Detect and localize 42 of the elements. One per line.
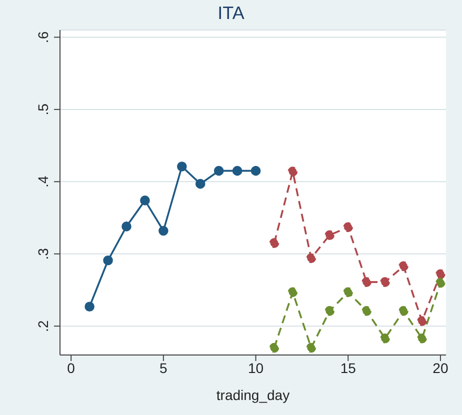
point <box>158 226 168 236</box>
y-tick-label: .6 <box>35 31 51 44</box>
x-tick-label: 5 <box>160 360 168 376</box>
chart-title: ITA <box>216 2 246 25</box>
point <box>343 287 354 298</box>
point <box>140 196 150 206</box>
point <box>214 166 224 176</box>
x-tick-label: 0 <box>67 360 76 376</box>
y-tick-label: .3 <box>35 248 51 260</box>
y-tick-label: .2 <box>35 320 51 332</box>
point <box>324 230 335 240</box>
point <box>176 162 187 172</box>
point <box>436 278 446 288</box>
x-tick-label: 15 <box>340 360 356 376</box>
point <box>362 306 372 316</box>
point <box>436 269 446 280</box>
point <box>195 178 206 189</box>
point <box>417 333 427 344</box>
point <box>324 306 335 316</box>
x-axis-title: trading_day <box>216 387 290 403</box>
point <box>84 302 94 312</box>
y-tick-label: .5 <box>35 103 51 116</box>
point <box>269 342 280 353</box>
point <box>232 166 242 176</box>
point <box>103 255 113 266</box>
point <box>269 238 280 248</box>
y-tick-label: .4 <box>35 176 51 188</box>
point <box>380 277 390 287</box>
point <box>306 253 316 264</box>
point <box>380 333 390 344</box>
point <box>398 306 408 316</box>
x-tick-label: 20 <box>432 360 448 376</box>
point <box>288 287 298 298</box>
point <box>306 342 316 353</box>
x-tick-label: 10 <box>248 360 264 376</box>
point <box>288 166 298 176</box>
point <box>398 261 408 272</box>
point <box>362 277 372 287</box>
point <box>250 166 261 176</box>
point <box>417 316 427 326</box>
point <box>343 222 354 232</box>
point <box>122 222 132 232</box>
